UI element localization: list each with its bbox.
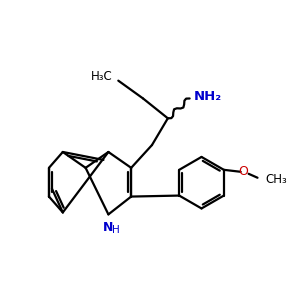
Text: H: H <box>112 225 120 235</box>
Text: N: N <box>103 221 114 234</box>
Text: O: O <box>239 165 249 178</box>
Text: CH₃: CH₃ <box>266 173 287 186</box>
Text: H₃C: H₃C <box>91 70 112 83</box>
Text: NH₂: NH₂ <box>194 90 222 103</box>
